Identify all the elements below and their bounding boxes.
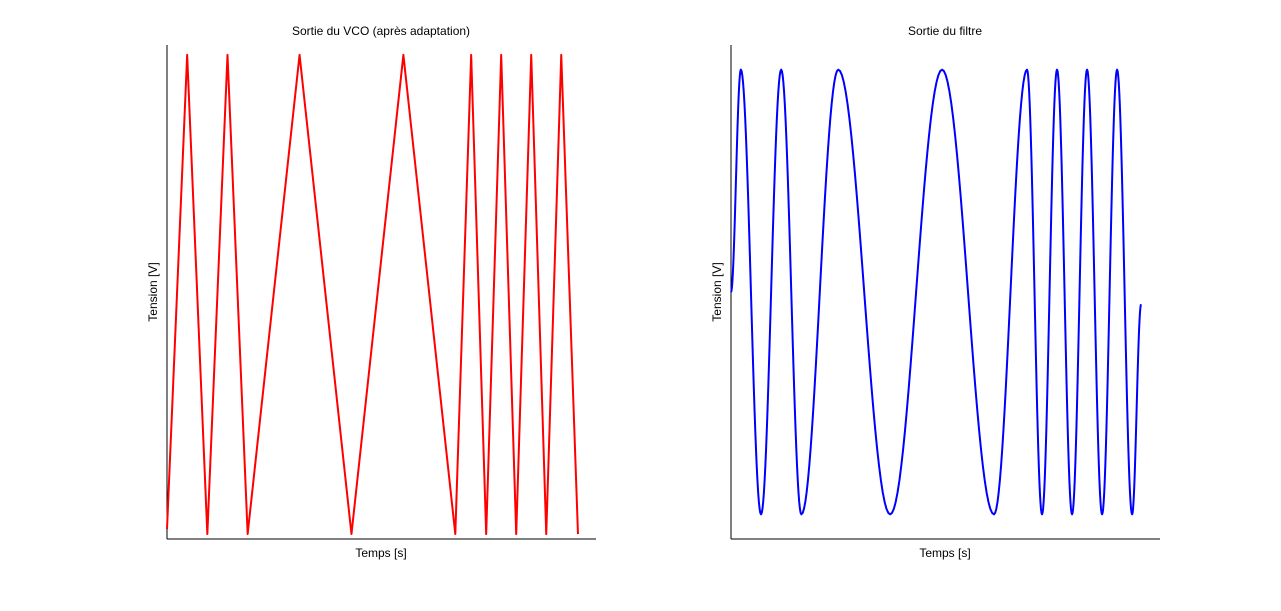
chart-title: Sortie du VCO (après adaptation) bbox=[292, 24, 470, 38]
filter-sine-wave-line bbox=[730, 68, 1143, 516]
x-axis-label: Temps [s] bbox=[919, 546, 970, 560]
y-axis-label: Tension [V] bbox=[146, 262, 160, 321]
filter-output-panel: Sortie du filtre Temps [s] Tension [V] bbox=[710, 24, 1160, 560]
vco-output-panel: Sortie du VCO (après adaptation) Temps [… bbox=[146, 24, 596, 560]
vco-triangle-wave-line bbox=[166, 53, 579, 536]
chart-title: Sortie du filtre bbox=[908, 24, 982, 38]
y-axis-label: Tension [V] bbox=[710, 262, 724, 321]
x-axis-label: Temps [s] bbox=[355, 546, 406, 560]
